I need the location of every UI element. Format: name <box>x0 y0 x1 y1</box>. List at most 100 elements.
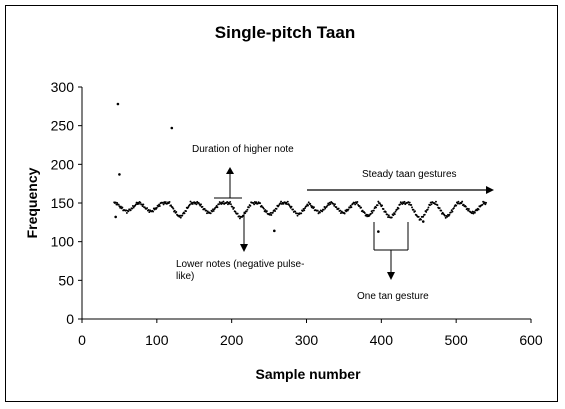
data-point <box>212 209 215 212</box>
x-tick-label: 100 <box>145 332 169 348</box>
data-point <box>467 208 470 210</box>
data-point <box>132 206 135 209</box>
data-point <box>353 201 356 204</box>
outlier-point <box>421 220 425 223</box>
data-point <box>147 209 150 211</box>
data-point <box>313 206 315 209</box>
data-point <box>259 202 262 205</box>
data-point <box>294 210 297 213</box>
data-point <box>399 203 401 206</box>
data-point <box>401 203 404 205</box>
y-tick-label: 300 <box>51 79 75 95</box>
data-point <box>377 200 380 203</box>
data-point <box>328 203 330 206</box>
data-point <box>372 209 375 212</box>
data-point <box>179 216 182 219</box>
data-point <box>217 203 220 206</box>
data-point <box>379 203 382 206</box>
data-point <box>343 212 346 215</box>
annotation-steady-text: Steady taan gestures <box>362 169 457 180</box>
data-point <box>472 212 475 215</box>
data-point <box>245 210 248 213</box>
data-point <box>450 209 453 212</box>
data-point <box>448 213 451 216</box>
data-point <box>440 209 443 212</box>
data-point <box>403 200 406 203</box>
data-point <box>304 207 306 210</box>
data-point <box>462 203 465 206</box>
data-point <box>482 200 485 203</box>
data-point <box>393 213 396 216</box>
data-point <box>461 200 464 203</box>
data-point <box>430 203 433 206</box>
data-point <box>116 202 119 204</box>
data-point <box>215 206 217 209</box>
annotation-steady-arrowhead <box>486 186 494 194</box>
data-point <box>301 210 304 213</box>
data-point <box>326 204 329 207</box>
data-point <box>387 216 390 219</box>
data-point <box>332 202 335 205</box>
data-point <box>279 202 282 205</box>
outlier-point <box>377 230 380 233</box>
data-point <box>125 209 128 212</box>
data-point <box>197 201 200 204</box>
data-point <box>412 208 415 211</box>
data-point <box>127 210 130 213</box>
data-point <box>485 201 488 204</box>
data-point <box>252 201 255 204</box>
data-point <box>333 203 336 206</box>
data-point <box>402 202 405 205</box>
data-point <box>464 205 467 208</box>
y-ticks: 0 50 100 150 200 250 300 <box>51 79 82 327</box>
data-point <box>335 206 338 209</box>
x-axis-label: Sample number <box>255 366 361 382</box>
data-point <box>247 206 250 209</box>
data-point <box>269 211 272 214</box>
data-point <box>137 202 140 205</box>
data-point <box>231 205 234 208</box>
data-point <box>408 203 410 206</box>
data-point <box>212 208 214 211</box>
data-point <box>118 205 121 208</box>
data-point <box>161 201 164 204</box>
data-point <box>460 202 463 205</box>
data-point <box>155 206 158 209</box>
data-point <box>467 209 470 212</box>
data-point <box>280 200 283 203</box>
x-tick-label: 0 <box>78 332 86 348</box>
data-point <box>300 212 303 215</box>
data-point <box>350 206 353 209</box>
data-point <box>470 212 473 215</box>
data-point <box>203 208 206 210</box>
data-point <box>384 211 387 213</box>
data-point <box>265 210 268 213</box>
axes <box>81 87 531 320</box>
data-point <box>209 212 212 215</box>
data-point <box>473 211 476 214</box>
data-point <box>135 201 138 204</box>
data-point <box>236 212 239 215</box>
data-point <box>206 210 209 213</box>
data-point <box>347 208 350 211</box>
data-point <box>427 206 430 209</box>
annotation-lower-notes-text-line2: like) <box>176 271 194 282</box>
data-point <box>429 204 431 207</box>
data-point <box>246 208 249 211</box>
annotation-lower-notes: Lower notes (negative pulse- like) <box>176 212 304 282</box>
data-point <box>158 205 161 207</box>
data-point <box>321 210 324 213</box>
data-point <box>170 204 172 207</box>
data-point <box>434 203 437 206</box>
data-point <box>226 200 229 203</box>
data-point <box>206 212 208 215</box>
data-point <box>349 204 352 207</box>
data-point <box>410 203 413 206</box>
data-point <box>164 201 167 203</box>
data-point <box>139 201 142 204</box>
data-point <box>194 201 197 204</box>
x-ticks: 0 100 200 300 400 500 600 <box>78 319 543 348</box>
data-point <box>309 202 312 205</box>
data-point <box>189 200 192 203</box>
outlier-point <box>118 173 121 176</box>
